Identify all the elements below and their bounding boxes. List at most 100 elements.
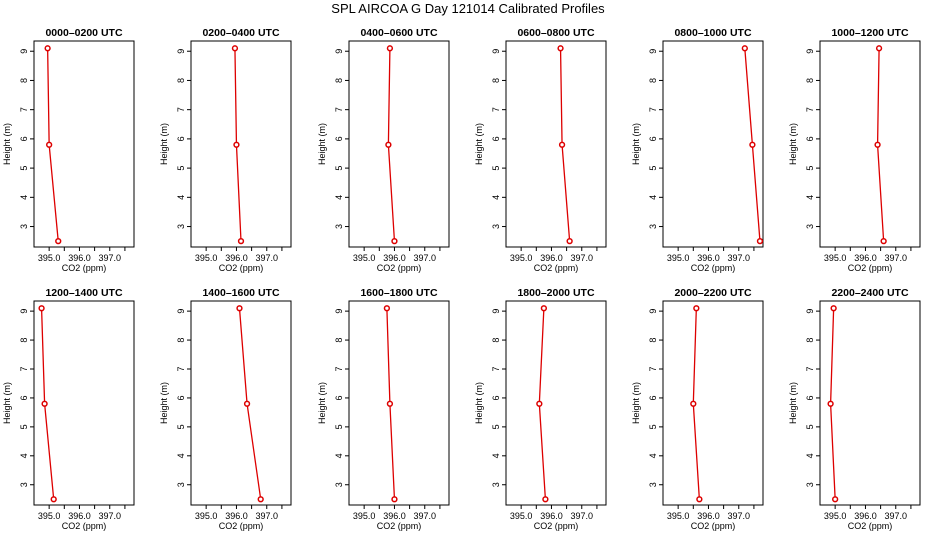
y-tick-label: 5 xyxy=(19,166,29,171)
x-tick-label: 395.0 xyxy=(38,511,61,521)
y-tick-label: 9 xyxy=(805,309,815,314)
y-tick-label: 5 xyxy=(648,424,658,429)
y-tick-label: 6 xyxy=(805,136,815,141)
y-tick-label: 3 xyxy=(648,224,658,229)
x-tick-label: 395.0 xyxy=(667,511,690,521)
panel-title: 0400–0600 UTC xyxy=(360,27,437,39)
x-tick-label: 396.0 xyxy=(697,511,720,521)
x-tick-label: 396.0 xyxy=(854,253,877,263)
x-tick-label: 395.0 xyxy=(510,253,533,263)
data-point xyxy=(50,496,57,503)
plot-frame xyxy=(190,300,292,506)
x-axis-label: CO2 (ppm) xyxy=(691,521,736,531)
y-tick-label: 5 xyxy=(19,424,29,429)
panel-title: 1400–1600 UTC xyxy=(202,287,279,299)
y-tick-label: 9 xyxy=(334,49,344,54)
y-tick-label: 6 xyxy=(19,136,29,141)
x-tick-label: 395.0 xyxy=(667,253,690,263)
x-tick-label: 395.0 xyxy=(353,253,376,263)
x-axis-label: CO2 (ppm) xyxy=(534,263,579,273)
plot-frame xyxy=(348,300,450,506)
y-tick-label: 4 xyxy=(176,195,186,200)
plot-frame xyxy=(190,40,292,248)
x-axis-label: CO2 (ppm) xyxy=(848,521,893,531)
data-point xyxy=(233,141,240,148)
y-tick-label: 3 xyxy=(491,224,501,229)
y-tick-label: 3 xyxy=(491,482,501,487)
x-axis-label: CO2 (ppm) xyxy=(534,521,579,531)
y-tick-label: 5 xyxy=(805,166,815,171)
data-point xyxy=(55,238,62,245)
x-tick-label: 397.0 xyxy=(727,253,750,263)
y-tick-label: 7 xyxy=(491,107,501,112)
y-tick-label: 9 xyxy=(19,309,29,314)
x-axis-label: CO2 (ppm) xyxy=(62,521,107,531)
y-axis-label: Height (m) xyxy=(2,382,12,424)
y-tick-label: 8 xyxy=(176,78,186,83)
x-tick-label: 397.0 xyxy=(413,253,436,263)
panel-title: 0200–0400 UTC xyxy=(202,27,279,39)
y-tick-label: 7 xyxy=(19,366,29,371)
chart-title: SPL AIRCOA G Day 121014 Calibrated Profi… xyxy=(331,1,605,16)
plot-frame xyxy=(348,40,450,248)
x-tick-label: 397.0 xyxy=(884,511,907,521)
x-tick-label: 396.0 xyxy=(68,511,91,521)
panel: 2000–2200 UTC 395.0 396.0 397.0 3 4 5 6 7 8 9 CO2 (… xyxy=(631,287,764,531)
x-axis-label: CO2 (ppm) xyxy=(377,521,422,531)
plot-frame xyxy=(662,300,764,506)
data-point xyxy=(756,238,764,245)
plot-frame xyxy=(33,300,135,506)
data-point xyxy=(827,400,834,407)
y-tick-label: 5 xyxy=(176,424,186,429)
y-tick-label: 4 xyxy=(491,453,501,458)
y-tick-label: 5 xyxy=(648,166,658,171)
x-tick-label: 397.0 xyxy=(884,253,907,263)
data-point xyxy=(44,45,51,52)
panel-title: 1800–2000 UTC xyxy=(517,287,594,299)
x-tick-label: 395.0 xyxy=(195,511,218,521)
y-tick-label: 6 xyxy=(176,136,186,141)
y-tick-label: 7 xyxy=(176,366,186,371)
y-tick-label: 8 xyxy=(176,338,186,343)
plot-frame xyxy=(819,40,921,248)
y-tick-label: 5 xyxy=(334,166,344,171)
y-tick-label: 6 xyxy=(491,395,501,400)
data-point xyxy=(38,305,45,312)
panel-title: 2000–2200 UTC xyxy=(674,287,751,299)
x-tick-label: 395.0 xyxy=(38,253,61,263)
y-tick-label: 9 xyxy=(176,309,186,314)
y-tick-label: 3 xyxy=(648,482,658,487)
y-tick-label: 7 xyxy=(805,107,815,112)
y-tick-label: 8 xyxy=(805,338,815,343)
panel-title: 0000–0200 UTC xyxy=(45,27,122,39)
data-point xyxy=(542,496,549,503)
y-axis-label: Height (m) xyxy=(474,382,484,424)
data-point xyxy=(832,496,839,503)
data-point xyxy=(540,305,548,312)
y-tick-label: 5 xyxy=(805,424,815,429)
data-point xyxy=(690,400,697,407)
plot-frame xyxy=(662,40,764,248)
panel: 1000–1200 UTC 395.0 396.0 397.0 3 4 5 6 7 8 9 CO2 (… xyxy=(788,27,921,273)
data-point xyxy=(257,496,264,503)
panel: 0800–1000 UTC 395.0 396.0 397.0 3 4 5 6 7 8 9 CO2 (… xyxy=(631,27,764,273)
data-point xyxy=(231,45,239,52)
y-tick-label: 4 xyxy=(805,195,815,200)
panel: 0600–0800 UTC 395.0 396.0 397.0 3 4 5 6 7 8 9 CO2 (… xyxy=(474,27,607,273)
y-axis-label: Height (m) xyxy=(159,382,169,424)
y-tick-label: 5 xyxy=(491,424,501,429)
y-tick-label: 4 xyxy=(805,453,815,458)
x-tick-label: 396.0 xyxy=(383,511,406,521)
y-tick-label: 3 xyxy=(334,224,344,229)
data-point xyxy=(236,305,243,312)
data-point xyxy=(558,141,566,148)
panel: 0200–0400 UTC 395.0 396.0 397.0 3 4 5 6 7 8 9 CO2 (… xyxy=(159,27,292,273)
x-tick-label: 396.0 xyxy=(225,511,248,521)
y-tick-label: 6 xyxy=(491,136,501,141)
x-axis-label: CO2 (ppm) xyxy=(219,263,264,273)
y-tick-label: 4 xyxy=(648,195,658,200)
y-tick-label: 7 xyxy=(334,366,344,371)
y-tick-label: 4 xyxy=(491,195,501,200)
data-point xyxy=(536,400,543,407)
x-tick-label: 396.0 xyxy=(225,253,248,263)
